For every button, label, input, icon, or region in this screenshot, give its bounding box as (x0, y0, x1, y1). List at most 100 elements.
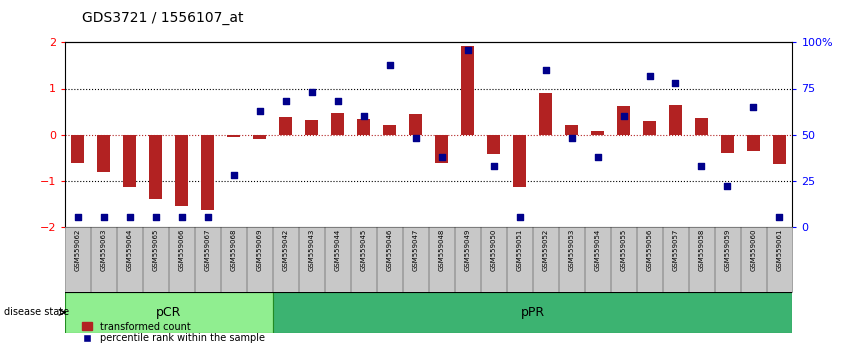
Point (123, 215, 137, 220)
Point (71, 215, 85, 220)
Bar (715, 227, 740, 292)
Bar (404, 227, 428, 292)
Point (435, 154, 449, 159)
Bar (326, 227, 350, 292)
Point (253, 108, 267, 113)
Text: GSM559062: GSM559062 (75, 229, 81, 271)
Bar (481, 227, 506, 292)
Text: GSM559048: GSM559048 (439, 229, 444, 271)
Point (695, 163, 708, 169)
Point (149, 215, 163, 220)
Bar (65, 292, 273, 333)
Bar (539, 93, 553, 135)
Point (772, 215, 786, 220)
Text: GSM559058: GSM559058 (699, 229, 704, 271)
Text: GSM559057: GSM559057 (673, 229, 678, 271)
Bar (196, 227, 220, 292)
Point (383, 62, 397, 67)
Text: GSM559049: GSM559049 (465, 229, 470, 271)
Point (279, 98, 293, 104)
Point (201, 215, 215, 220)
Bar (201, 135, 214, 210)
Bar (352, 227, 376, 292)
Bar (689, 227, 714, 292)
Bar (721, 135, 734, 153)
Text: GSM559055: GSM559055 (621, 229, 626, 271)
Bar (71, 135, 84, 163)
Text: GSM559061: GSM559061 (777, 229, 782, 271)
Point (617, 113, 630, 119)
Point (175, 215, 189, 220)
Point (746, 104, 760, 110)
Text: GSM559047: GSM559047 (413, 229, 418, 271)
Bar (357, 119, 371, 135)
Text: GSM559050: GSM559050 (491, 229, 496, 271)
Bar (123, 135, 137, 188)
Bar (144, 227, 168, 292)
Bar (746, 135, 760, 151)
Point (721, 183, 734, 189)
Bar (273, 292, 792, 333)
Bar (300, 227, 324, 292)
Point (331, 98, 345, 104)
Bar (279, 117, 292, 135)
Text: GDS3721 / 1556107_at: GDS3721 / 1556107_at (82, 11, 243, 25)
Bar (175, 135, 188, 206)
Text: GSM559064: GSM559064 (127, 229, 132, 271)
Bar (663, 227, 688, 292)
Text: GSM559053: GSM559053 (569, 229, 574, 271)
Bar (507, 227, 532, 292)
Bar (617, 105, 630, 135)
Text: GSM559051: GSM559051 (517, 229, 522, 271)
Text: GSM559066: GSM559066 (179, 229, 184, 271)
Bar (170, 227, 194, 292)
Bar (430, 227, 454, 292)
Bar (741, 227, 766, 292)
Text: disease state: disease state (4, 307, 69, 318)
Bar (118, 227, 142, 292)
Point (227, 172, 241, 178)
Bar (767, 227, 792, 292)
Text: GSM559056: GSM559056 (647, 229, 652, 271)
Bar (643, 121, 656, 135)
Text: GSM559043: GSM559043 (309, 229, 314, 271)
Text: GSM559068: GSM559068 (231, 229, 236, 271)
Text: GSM559065: GSM559065 (153, 229, 158, 271)
Point (97, 215, 111, 220)
Bar (669, 105, 682, 135)
Bar (253, 135, 266, 139)
Text: GSM559063: GSM559063 (101, 229, 107, 271)
Bar (222, 227, 246, 292)
Text: GSM559052: GSM559052 (543, 229, 548, 271)
Bar (331, 113, 345, 135)
Point (565, 135, 578, 141)
Text: GSM559046: GSM559046 (387, 229, 392, 271)
Text: GSM559054: GSM559054 (595, 229, 600, 271)
Bar (227, 135, 240, 137)
Text: GSM559069: GSM559069 (257, 229, 262, 271)
Bar (305, 120, 319, 135)
Bar (611, 227, 636, 292)
Point (669, 80, 682, 86)
Legend: transformed count, percentile rank within the sample: transformed count, percentile rank withi… (79, 318, 268, 347)
Text: GSM559045: GSM559045 (361, 229, 366, 271)
Bar (409, 114, 422, 135)
Bar (559, 227, 584, 292)
Point (591, 154, 604, 159)
Text: GSM559060: GSM559060 (751, 229, 756, 271)
Bar (591, 131, 604, 135)
Bar (565, 125, 578, 135)
Point (513, 215, 527, 220)
Bar (66, 227, 90, 292)
Text: GSM559067: GSM559067 (205, 229, 210, 271)
Bar (97, 135, 111, 172)
Point (643, 73, 656, 79)
Bar (274, 227, 298, 292)
Text: GSM559044: GSM559044 (335, 229, 340, 271)
Bar (533, 227, 558, 292)
Point (305, 89, 319, 95)
Bar (383, 125, 396, 135)
Bar (487, 135, 500, 154)
Text: pCR: pCR (156, 306, 182, 319)
Text: GSM559042: GSM559042 (283, 229, 288, 271)
